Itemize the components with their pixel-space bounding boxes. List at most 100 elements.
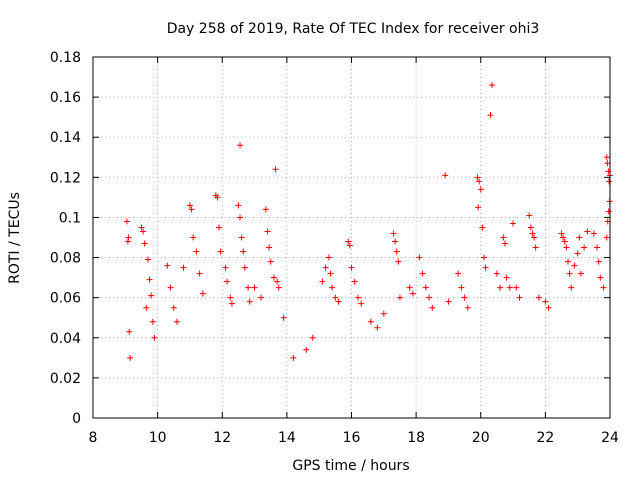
data-point xyxy=(240,248,247,255)
data-point xyxy=(395,258,402,265)
data-point xyxy=(144,256,151,263)
data-point xyxy=(188,206,195,213)
data-point xyxy=(125,234,132,241)
data-point xyxy=(531,234,538,241)
data-point xyxy=(390,230,397,237)
data-point xyxy=(367,318,374,325)
data-point xyxy=(149,318,156,325)
data-point xyxy=(558,230,565,237)
data-point xyxy=(186,202,193,209)
data-point xyxy=(416,254,423,261)
gridlines xyxy=(93,57,610,418)
data-point xyxy=(354,294,361,301)
data-point xyxy=(266,244,273,251)
data-point xyxy=(487,112,494,119)
data-point xyxy=(380,310,387,317)
data-point xyxy=(322,264,329,271)
y-tick-label: 0.1 xyxy=(59,210,81,226)
data-point xyxy=(251,284,258,291)
data-point xyxy=(146,276,153,283)
data-point xyxy=(325,254,332,261)
data-point xyxy=(526,212,533,219)
data-point xyxy=(228,300,235,307)
data-point xyxy=(267,258,274,265)
data-point xyxy=(214,194,221,201)
data-point xyxy=(568,284,575,291)
data-point xyxy=(566,270,573,277)
y-axis-label: ROTI / TECUs xyxy=(7,192,23,284)
data-point xyxy=(597,274,604,281)
data-point xyxy=(143,304,150,311)
data-point xyxy=(272,166,279,173)
data-point xyxy=(561,238,568,245)
data-point xyxy=(345,238,352,245)
data-point xyxy=(429,304,436,311)
data-point xyxy=(199,290,206,297)
data-point xyxy=(480,254,487,261)
x-tick-label: 12 xyxy=(213,430,231,446)
data-point xyxy=(126,328,133,335)
x-tick-label: 24 xyxy=(601,430,619,446)
scatter-points xyxy=(123,82,613,361)
data-point xyxy=(426,294,433,301)
data-point xyxy=(506,284,513,291)
data-point xyxy=(542,298,549,305)
data-point xyxy=(351,278,358,285)
data-point xyxy=(327,270,334,277)
data-point xyxy=(241,264,248,271)
data-point xyxy=(348,264,355,271)
data-point xyxy=(193,248,200,255)
x-tick-label: 22 xyxy=(536,430,554,446)
data-point xyxy=(124,238,131,245)
x-ticks: 8 10 12 14 16 18 20 22 24 xyxy=(89,57,619,446)
x-tick-label: 20 xyxy=(472,430,490,446)
data-point xyxy=(590,230,597,237)
x-axis-label: GPS time / hours xyxy=(292,458,409,474)
plot-frame xyxy=(92,56,611,419)
data-point xyxy=(127,354,134,361)
data-point xyxy=(577,270,584,277)
data-point xyxy=(148,292,155,299)
data-point xyxy=(346,242,353,249)
data-point xyxy=(477,186,484,193)
data-point xyxy=(513,284,520,291)
data-point xyxy=(358,300,365,307)
data-point xyxy=(190,234,197,241)
data-point xyxy=(406,284,413,291)
data-point xyxy=(475,204,482,211)
data-point xyxy=(396,294,403,301)
data-point xyxy=(262,206,269,213)
data-point xyxy=(170,304,177,311)
data-point xyxy=(151,334,158,341)
data-point xyxy=(605,208,612,215)
data-point xyxy=(217,248,224,255)
data-point xyxy=(167,284,174,291)
data-point xyxy=(409,290,416,297)
data-point xyxy=(527,224,534,231)
data-point xyxy=(393,248,400,255)
data-point xyxy=(603,234,610,241)
data-point xyxy=(332,294,339,301)
chart-title: Day 258 of 2019, Rate Of TEC Index for r… xyxy=(167,21,540,37)
data-point xyxy=(532,244,539,251)
data-point xyxy=(455,270,462,277)
data-point xyxy=(563,244,570,251)
data-point xyxy=(419,270,426,277)
data-point xyxy=(216,224,223,231)
data-point xyxy=(482,264,489,271)
data-point xyxy=(503,274,510,281)
data-point xyxy=(571,262,578,269)
data-point xyxy=(474,174,481,181)
data-point xyxy=(564,258,571,265)
data-point xyxy=(237,214,244,221)
data-point xyxy=(422,284,429,291)
data-point xyxy=(595,258,602,265)
x-tick-label: 18 xyxy=(407,430,425,446)
data-point xyxy=(222,264,229,271)
data-point xyxy=(442,172,449,179)
data-point xyxy=(510,220,517,227)
data-point xyxy=(584,228,591,235)
data-point xyxy=(581,244,588,251)
data-point xyxy=(500,234,507,241)
